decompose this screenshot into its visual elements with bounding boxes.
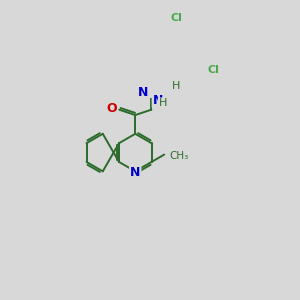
Text: Cl: Cl <box>171 13 183 22</box>
Text: Cl: Cl <box>208 65 220 75</box>
Text: H: H <box>159 98 167 108</box>
Text: CH₃: CH₃ <box>169 151 189 161</box>
Text: N: N <box>153 94 163 107</box>
Text: N: N <box>138 86 149 99</box>
Text: O: O <box>106 102 117 115</box>
Text: H: H <box>171 81 180 91</box>
Text: N: N <box>130 166 140 179</box>
